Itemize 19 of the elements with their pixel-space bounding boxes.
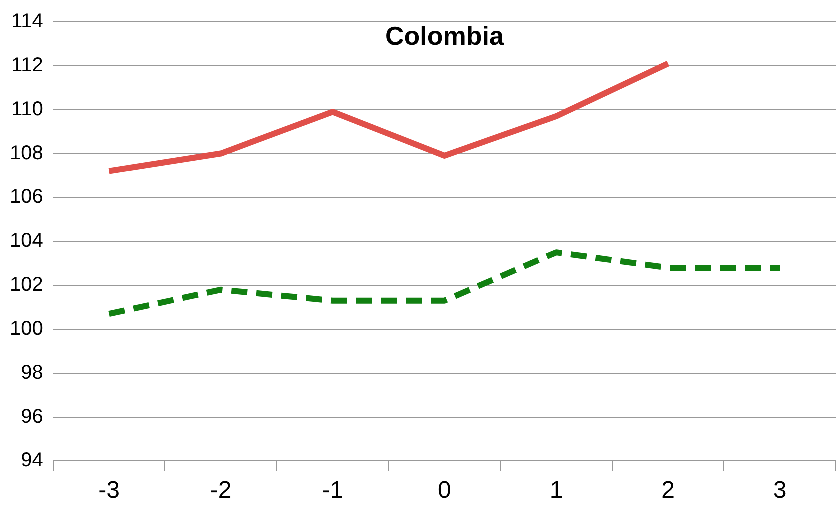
y-tick-label: 104: [10, 230, 44, 252]
y-tick-label: 96: [21, 406, 44, 428]
y-tick-label: 106: [10, 186, 44, 208]
x-tick-label: 2: [662, 477, 675, 504]
y-tick-label: 98: [21, 362, 44, 384]
y-tick-label: 100: [10, 318, 44, 340]
x-tick-label: 0: [438, 477, 452, 504]
y-tick-label: 112: [11, 54, 44, 76]
y-tick-label: 108: [10, 142, 44, 164]
chart-title: Colombia: [385, 21, 504, 52]
x-tick-label: 1: [550, 477, 564, 504]
y-tick-label: 102: [10, 274, 44, 296]
x-tick-label: -2: [210, 477, 232, 504]
x-tick-label: -1: [322, 477, 344, 504]
y-tick-label: 114: [11, 10, 44, 33]
y-tick-label: 94: [21, 450, 44, 472]
y-tick-label: 110: [11, 98, 44, 120]
x-tick-label: 3: [773, 477, 787, 504]
x-tick-label: -3: [98, 477, 120, 504]
